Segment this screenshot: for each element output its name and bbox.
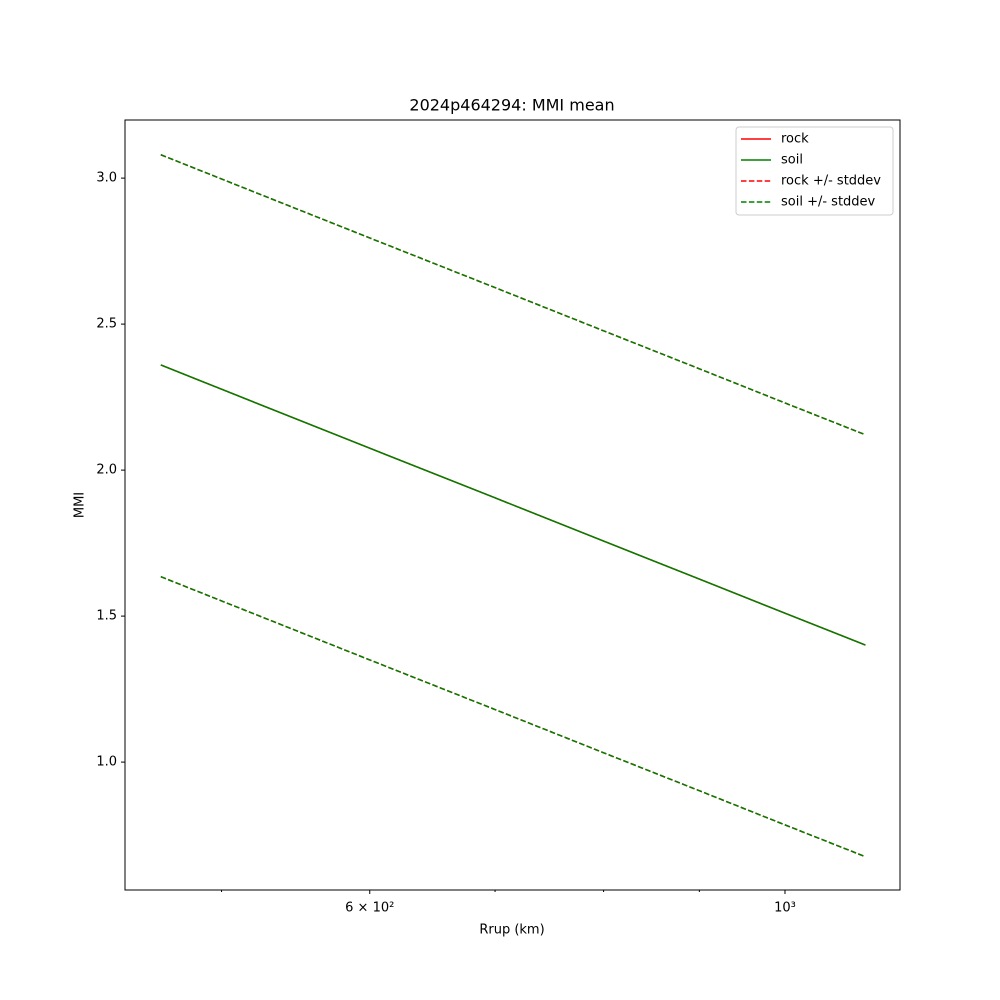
y-axis-label: MMI: [73, 492, 88, 518]
legend-label: soil: [781, 153, 803, 168]
y-tick-label: 2.0: [96, 463, 117, 478]
series-line: [160, 364, 866, 646]
legend-label: rock: [781, 132, 809, 147]
legend-box: [735, 126, 894, 216]
chart-title: 2024p464294: MMI mean: [409, 96, 614, 115]
x-tick-label: 10³: [774, 901, 796, 916]
x-tick-label: 6 × 10²: [345, 901, 394, 916]
y-tick-label: 1.5: [96, 609, 117, 624]
series-line: [160, 154, 866, 436]
legend-label: soil +/- stddev: [781, 195, 876, 210]
y-tick-label: 1.0: [96, 755, 117, 770]
y-tick-label: 2.5: [96, 317, 117, 332]
x-axis-label: Rrup (km): [479, 923, 544, 938]
y-tick-label: 3.0: [96, 171, 117, 186]
plot-frame: [124, 119, 901, 891]
legend-label: rock +/- stddev: [781, 174, 881, 189]
series-line: [160, 575, 866, 858]
